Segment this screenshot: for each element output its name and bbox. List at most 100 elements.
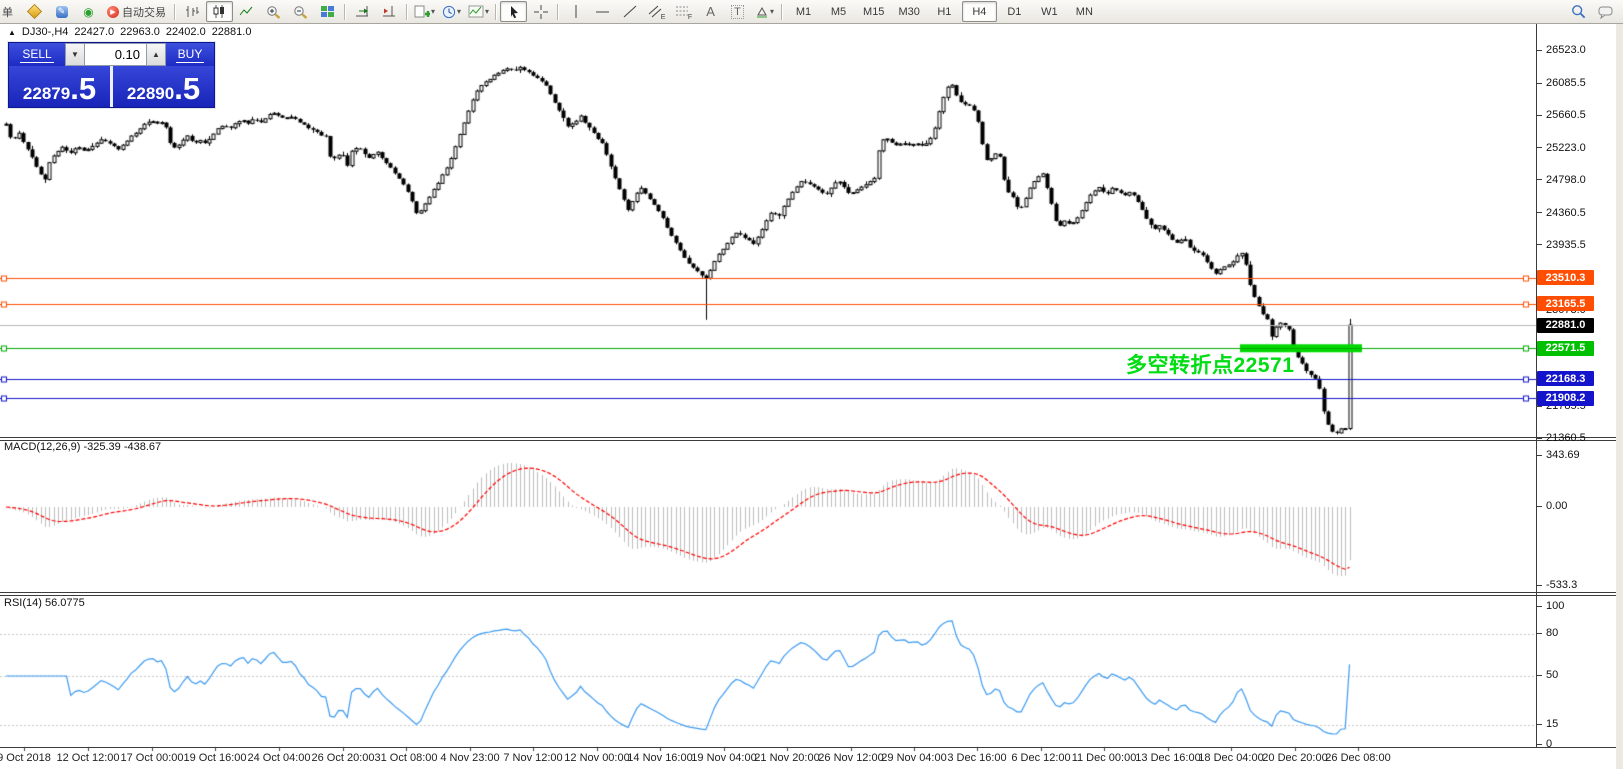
chart-canvas[interactable] bbox=[0, 0, 1536, 769]
chevron-down-icon: ▾ bbox=[457, 7, 462, 16]
time-axis-label: 3 Dec 16:00 bbox=[947, 752, 1007, 764]
volume-input[interactable]: 0.10 bbox=[85, 43, 146, 66]
time-axis-label: 11 Dec 00:00 bbox=[1071, 752, 1137, 764]
buy-price-button[interactable]: 22890 .5 bbox=[113, 66, 214, 107]
timeframe-button-w1[interactable]: W1 bbox=[1041, 5, 1058, 18]
trendline-button[interactable] bbox=[616, 1, 643, 22]
zoom-out-button[interactable] bbox=[287, 1, 314, 22]
macd-tick-value: -533.3 bbox=[1546, 579, 1578, 591]
zoom-in-icon bbox=[267, 5, 281, 19]
tick-dash bbox=[1537, 179, 1542, 181]
spinner-down-icon: ▼ bbox=[71, 50, 79, 59]
new-chart-button[interactable]: ▾ bbox=[411, 1, 438, 22]
toolbar-group-scroll bbox=[349, 0, 403, 23]
price-tick-value: 21360.5 bbox=[1546, 432, 1586, 445]
arrows-button[interactable]: ▾ bbox=[751, 1, 778, 22]
line-chart-button[interactable] bbox=[233, 1, 260, 22]
tile-windows-button[interactable] bbox=[314, 1, 341, 22]
auto-scroll-button[interactable] bbox=[349, 1, 376, 22]
tick-dash bbox=[1537, 505, 1542, 507]
timeframe-button-h1[interactable]: H1 bbox=[937, 5, 952, 18]
tick-dash bbox=[1537, 584, 1542, 586]
metaeditor-button[interactable]: ✎ bbox=[48, 1, 75, 22]
price-tick: 24798.0 bbox=[1537, 174, 1586, 186]
chart-shift-button[interactable] bbox=[376, 1, 403, 22]
fibonacci-button[interactable]: F bbox=[670, 1, 697, 22]
vertical-line-button[interactable] bbox=[562, 1, 589, 22]
new-order-button[interactable]: 单 bbox=[0, 1, 21, 22]
price-level-label[interactable]: 23510.3 bbox=[1537, 270, 1594, 286]
time-axis-label: 4 Nov 23:00 bbox=[440, 752, 500, 764]
crosshair-button[interactable] bbox=[527, 1, 554, 22]
text-label-button[interactable]: T bbox=[724, 1, 751, 22]
buy-price-main: 22890 bbox=[126, 84, 175, 103]
auto-scroll-icon bbox=[356, 6, 368, 17]
timeframe-button-h4[interactable]: H4 bbox=[961, 1, 997, 22]
timeframe-button-m5[interactable]: M5 bbox=[830, 5, 847, 18]
text-button[interactable]: A bbox=[697, 1, 724, 22]
price-level-label[interactable]: 23165.5 bbox=[1537, 296, 1594, 312]
timeframe-button-mn[interactable]: MN bbox=[1075, 5, 1093, 18]
bar-chart-button[interactable] bbox=[179, 1, 206, 22]
trade-panel-top-row: SELL ▼ 0.10 ▲ BUY bbox=[9, 43, 214, 66]
price-tick: 26523.0 bbox=[1537, 44, 1586, 56]
buy-button[interactable]: BUY bbox=[166, 43, 214, 66]
horizontal-line-icon bbox=[596, 11, 610, 13]
price-tick: 21360.5 bbox=[1537, 432, 1586, 444]
horizontal-line-button[interactable] bbox=[589, 1, 616, 22]
profiles-button[interactable]: ▾ bbox=[438, 1, 465, 22]
price-level-label[interactable]: 21908.2 bbox=[1537, 390, 1594, 406]
price-level-label[interactable]: 22168.3 bbox=[1537, 371, 1594, 387]
macd-tick-value: 343.69 bbox=[1546, 449, 1580, 461]
time-axis-label: 12 Nov 00:00 bbox=[564, 752, 630, 764]
history-center-button[interactable] bbox=[21, 1, 48, 22]
cursor-button[interactable] bbox=[500, 1, 528, 22]
chat-button[interactable] bbox=[1592, 1, 1619, 22]
vertical-line-icon bbox=[575, 5, 577, 18]
time-axis-label: 12 Oct 12:00 bbox=[56, 752, 120, 764]
timeframe-button-d1[interactable]: D1 bbox=[1007, 5, 1022, 18]
volume-increase-button[interactable]: ▲ bbox=[146, 43, 166, 66]
search-button[interactable] bbox=[1565, 1, 1592, 22]
price-level-label[interactable]: 22881.0 bbox=[1537, 317, 1594, 333]
timeframe-button-m15[interactable]: M15 bbox=[863, 5, 885, 18]
channel-button[interactable]: E bbox=[643, 1, 670, 22]
signals-button[interactable]: ◉ bbox=[75, 1, 102, 22]
time-axis-label: 26 Dec 08:00 bbox=[1325, 752, 1391, 764]
price-level-label[interactable]: 22571.5 bbox=[1537, 340, 1594, 356]
buy-label: BUY bbox=[175, 46, 205, 63]
trendline-icon bbox=[623, 5, 636, 18]
cursor-icon bbox=[510, 5, 518, 18]
collapse-icon[interactable]: ▲ bbox=[8, 27, 16, 37]
buy-price-fraction: .5 bbox=[174, 71, 201, 106]
autotrading-icon: ▶ bbox=[107, 5, 119, 18]
price-tick: 23935.5 bbox=[1537, 239, 1586, 251]
tick-dash bbox=[1537, 454, 1542, 456]
time-axis-label: 20 Dec 20:00 bbox=[1262, 752, 1328, 764]
timeframe-button-m30[interactable]: M30 bbox=[898, 5, 920, 18]
tile-windows-icon bbox=[321, 6, 334, 17]
rsi-tick: 15 bbox=[1537, 718, 1558, 730]
indicators-button[interactable]: ▾ bbox=[465, 1, 492, 22]
bar-chart-icon bbox=[186, 6, 199, 17]
candlestick-chart-button[interactable] bbox=[206, 1, 233, 22]
sell-price-main: 22879 bbox=[22, 84, 71, 103]
sell-price-button[interactable]: 22879 .5 bbox=[9, 66, 110, 107]
macd-panel-separator[interactable] bbox=[0, 437, 1616, 441]
metaeditor-icon: ✎ bbox=[55, 5, 68, 18]
volume-decrease-button[interactable]: ▼ bbox=[65, 43, 85, 66]
channel-tag: E bbox=[660, 14, 666, 21]
zoom-in-button[interactable] bbox=[260, 1, 287, 22]
autotrading-button[interactable]: ▶ 自动交易 bbox=[102, 1, 171, 22]
timeframe-button-m1[interactable]: M1 bbox=[795, 5, 812, 18]
time-axis-line bbox=[0, 747, 1616, 748]
rsi-panel-separator[interactable] bbox=[0, 592, 1616, 596]
tick-dash bbox=[1537, 632, 1542, 634]
tick-dash bbox=[1537, 405, 1542, 407]
spinner-up-icon: ▲ bbox=[152, 50, 160, 59]
rsi-tick: 80 bbox=[1537, 627, 1558, 639]
chart-annotation-text[interactable]: 多空转折点22571 bbox=[1126, 354, 1295, 377]
new-chart-icon bbox=[414, 5, 430, 17]
fibonacci-tag: F bbox=[687, 14, 693, 21]
sell-button[interactable]: SELL bbox=[9, 43, 65, 66]
